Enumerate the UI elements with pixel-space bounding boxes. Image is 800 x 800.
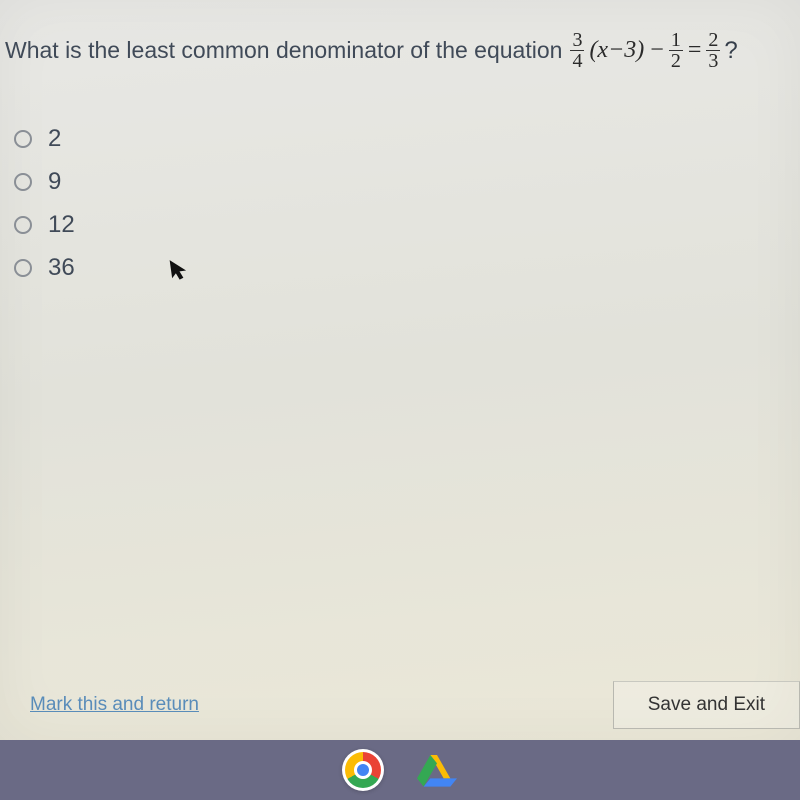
equation: 3 4 (x−3) − 1 2 = 2 3 <box>568 30 722 71</box>
radio-icon[interactable] <box>14 216 32 234</box>
option-row[interactable]: 12 <box>14 211 75 239</box>
quiz-panel: What is the least common denominator of … <box>0 0 800 740</box>
option-label: 12 <box>48 211 75 239</box>
radio-icon[interactable] <box>14 173 32 191</box>
option-row[interactable]: 36 <box>14 254 75 282</box>
taskbar <box>0 740 800 800</box>
paren-expr: (x−3) <box>589 37 644 64</box>
fraction-1: 3 4 <box>570 30 584 71</box>
question-mark: ? <box>724 37 737 65</box>
option-label: 9 <box>48 168 61 196</box>
radio-icon[interactable] <box>14 130 32 148</box>
fraction-3: 2 3 <box>706 30 720 71</box>
question-row: What is the least common denominator of … <box>5 30 790 71</box>
option-label: 36 <box>48 254 75 282</box>
mark-return-link[interactable]: Mark this and return <box>30 694 199 716</box>
question-text: What is the least common denominator of … <box>5 37 562 64</box>
option-row[interactable]: 2 <box>14 125 75 153</box>
footer-bar: Mark this and return Save and Exit <box>0 680 800 730</box>
options-list: 2 9 12 36 <box>14 125 75 297</box>
chrome-icon[interactable] <box>342 749 384 791</box>
save-exit-button[interactable]: Save and Exit <box>613 681 800 729</box>
equals-op: = <box>688 37 702 64</box>
cursor-icon <box>168 257 190 289</box>
radio-icon[interactable] <box>14 259 32 277</box>
fraction-2: 1 2 <box>669 30 683 71</box>
minus-op: − <box>650 37 664 64</box>
option-label: 2 <box>48 125 61 153</box>
drive-icon[interactable] <box>416 749 458 791</box>
option-row[interactable]: 9 <box>14 168 75 196</box>
